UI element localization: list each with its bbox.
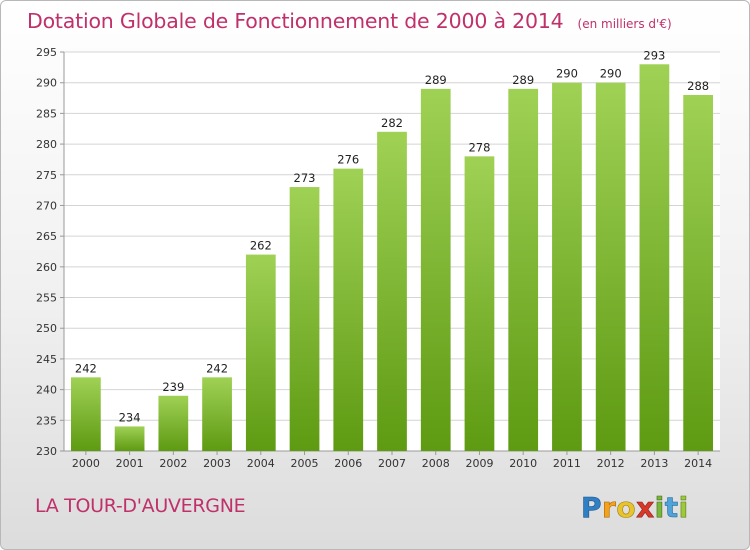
bar-group: 288 [683,79,714,451]
bar-value-label: 278 [468,140,490,154]
bar [289,187,320,452]
bar-group: 290 [552,67,582,451]
x-tick-label: 2007 [378,457,406,470]
chart-title: Dotation Globale de Fonctionnement de 20… [27,9,672,33]
x-tick-label: 2013 [640,457,668,470]
bar [683,94,714,451]
bar-value-label: 289 [425,73,447,87]
bar-group: 289 [508,73,539,451]
bar-group: 276 [333,153,364,451]
bar-value-label: 262 [250,239,272,253]
x-tick-label: 2004 [247,457,275,470]
x-tick-label: 2005 [291,457,319,470]
bar [377,131,407,452]
svg-text:Proxiti: Proxiti [581,491,689,524]
y-tick-label: 290 [36,77,57,90]
bar-group: 289 [420,73,451,451]
bar-value-label: 282 [381,116,403,130]
chart-unit: (en milliers d'€) [577,17,672,31]
y-tick-label: 245 [36,353,57,366]
y-tick-label: 270 [36,199,57,212]
bar [639,64,670,452]
proxiti-logo: Proxiti [581,491,689,525]
bar-group: 273 [289,171,320,452]
bar-value-label: 239 [162,380,184,394]
bar-value-label: 242 [75,361,97,375]
chart-title-text: Dotation Globale de Fonctionnement de 20… [27,9,564,33]
y-tick-label: 235 [36,414,57,427]
x-tick-label: 2001 [116,457,144,470]
y-tick-label: 260 [36,261,57,274]
bar-group: 239 [158,380,189,451]
x-tick-label: 2011 [553,457,581,470]
y-tick-label: 275 [36,169,57,182]
bar-group: 234 [114,410,145,451]
x-tick-label: 2003 [203,457,231,470]
bar-value-label: 289 [512,73,534,87]
bar-group: 242 [70,361,101,451]
bar [114,426,145,451]
y-tick-label: 280 [36,138,57,151]
bar [333,168,364,451]
y-tick-label: 230 [36,445,57,458]
y-tick-label: 240 [36,384,57,397]
x-tick-label: 2014 [684,457,712,470]
bar-group: 242 [202,361,232,451]
x-tick-label: 2000 [72,457,100,470]
x-tick-label: 2009 [465,457,493,470]
bar-value-label: 288 [687,79,709,93]
bar [552,82,582,451]
bar [464,156,495,451]
bar-value-label: 293 [643,48,665,62]
bar-value-label: 234 [119,410,141,424]
x-tick-label: 2012 [597,457,625,470]
bar [420,88,451,451]
bar-group: 262 [245,239,276,451]
bar-group: 290 [595,67,626,451]
y-tick-label: 265 [36,230,57,243]
bar [70,377,101,451]
y-tick-label: 295 [36,46,57,59]
x-tick-label: 2002 [159,457,187,470]
bar-value-label: 290 [600,67,622,81]
bar-value-label: 273 [294,171,316,185]
x-tick-label: 2008 [422,457,450,470]
commune-name: LA TOUR-D'AUVERGNE [35,495,246,517]
bar [508,88,539,451]
bar [245,254,276,451]
y-tick-label: 285 [36,107,57,120]
bar [202,377,232,451]
y-tick-label: 250 [36,322,57,335]
bar-group: 282 [377,116,407,452]
bar-value-label: 290 [556,67,578,81]
bar-value-label: 276 [337,153,359,167]
bar-group: 278 [464,140,495,451]
x-tick-label: 2010 [509,457,537,470]
y-tick-label: 255 [36,292,57,305]
bar-value-label: 242 [206,361,228,375]
bar [595,82,626,451]
bar-group: 293 [639,48,670,452]
bar [158,395,189,451]
x-tick-label: 2006 [334,457,362,470]
